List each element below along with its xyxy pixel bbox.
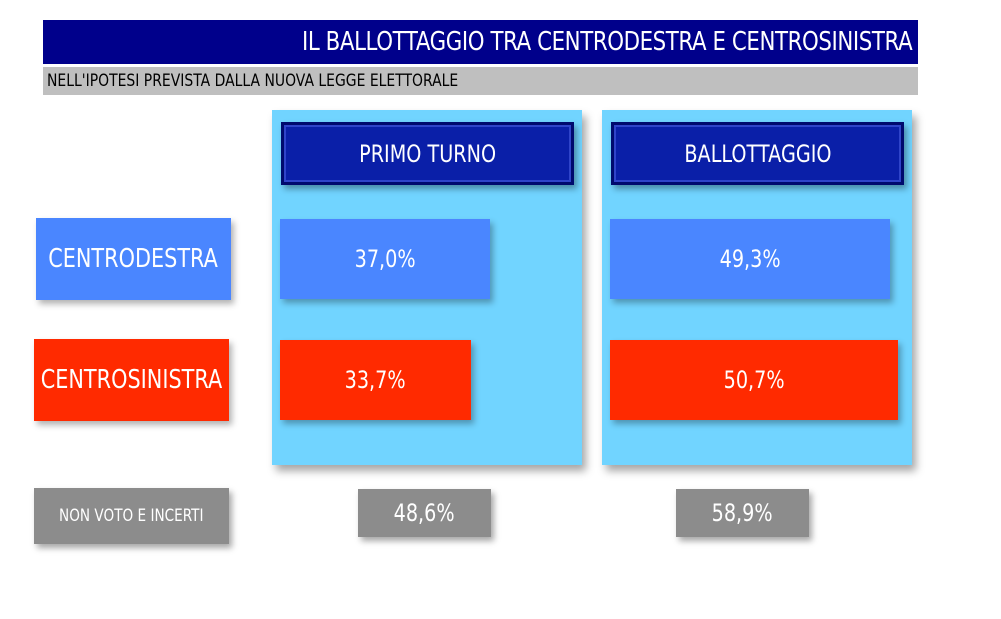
bar-centrodestra-primo-turno: 37,0%	[280, 219, 490, 299]
bar-centrosinistra-ballottaggio: 50,7%	[610, 340, 898, 420]
chart-subtitle-text: NELL'IPOTESI PREVISTA DALLA NUOVA LEGGE …	[47, 71, 459, 91]
row-label-non-voto: NON VOTO E INCERTI	[34, 488, 229, 544]
bar-value-label: 49,3%	[719, 245, 781, 273]
column-header-primo-turno: PRIMO TURNO	[281, 122, 574, 185]
column-header-primo-turno-label: PRIMO TURNO	[359, 139, 496, 168]
row-label-centrodestra: CENTRODESTRA	[36, 218, 231, 300]
row-label-centrodestra-text: CENTRODESTRA	[48, 244, 219, 274]
row-label-centrosinistra: CENTROSINISTRA	[34, 339, 229, 421]
bar-centrodestra-ballottaggio: 49,3%	[610, 219, 890, 299]
bar-value-label: 37,0%	[354, 245, 416, 273]
row-label-centrosinistra-text: CENTROSINISTRA	[40, 365, 223, 395]
chart-title: IL BALLOTTAGGIO TRA CENTRODESTRA E CENTR…	[43, 20, 918, 64]
non-voto-value-primo-turno: 48,6%	[358, 489, 491, 537]
bar-value-label: 33,7%	[345, 366, 406, 394]
row-label-non-voto-text: NON VOTO E INCERTI	[59, 506, 204, 526]
non-voto-value-ballottaggio: 58,9%	[676, 489, 809, 537]
non-voto-value-label: 58,9%	[712, 499, 773, 527]
chart-title-text: IL BALLOTTAGGIO TRA CENTRODESTRA E CENTR…	[301, 27, 913, 57]
column-header-ballottaggio: BALLOTTAGGIO	[611, 122, 904, 185]
non-voto-value-label: 48,6%	[394, 499, 455, 527]
column-header-ballottaggio-label: BALLOTTAGGIO	[683, 139, 832, 168]
chart-subtitle: NELL'IPOTESI PREVISTA DALLA NUOVA LEGGE …	[43, 67, 918, 95]
bar-centrosinistra-primo-turno: 33,7%	[280, 340, 471, 420]
bar-value-label: 50,7%	[723, 366, 785, 394]
